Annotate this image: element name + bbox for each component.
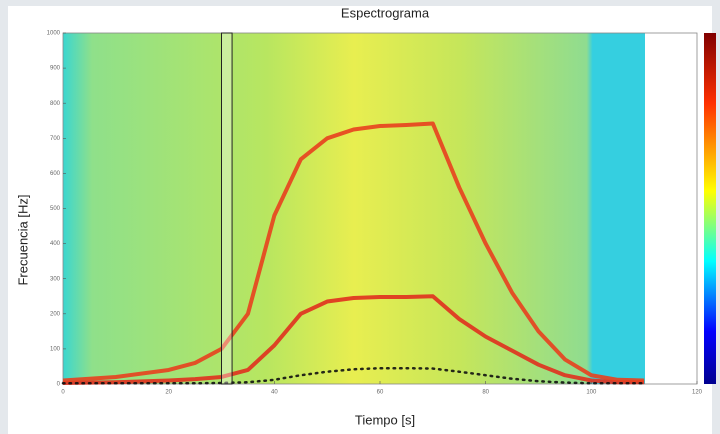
y-tick-label: 500 — [50, 206, 61, 212]
x-tick-label: 100 — [586, 390, 597, 396]
x-axis-label: Tiempo [s] — [355, 412, 415, 427]
spectrogram-image — [63, 33, 645, 384]
colorbar — [704, 33, 716, 384]
ridge-line — [62, 294, 645, 385]
y-tick-label: 900 — [50, 66, 61, 72]
highlight-window — [221, 32, 233, 385]
y-tick-label: 300 — [50, 276, 61, 282]
x-tick-label: 20 — [165, 390, 172, 396]
ridge-line — [62, 121, 645, 383]
x-tick-label: 60 — [377, 390, 384, 396]
y-tick-label: 200 — [50, 311, 61, 317]
y-tick-label: 0 — [57, 382, 61, 388]
chart-title: Espectrograma — [341, 5, 430, 20]
x-tick-label: 40 — [271, 390, 278, 396]
x-tick-label: 120 — [692, 390, 703, 396]
x-tick-label: 0 — [61, 390, 65, 396]
y-tick-label: 100 — [50, 346, 61, 352]
y-tick-label: 700 — [50, 136, 61, 142]
y-tick-label: 1000 — [47, 31, 61, 37]
ridge-line — [61, 366, 646, 385]
y-tick-label: 600 — [50, 171, 61, 177]
y-tick-label: 800 — [50, 101, 61, 107]
y-tick-label: 400 — [50, 241, 61, 247]
y-axis-label: Frecuencia [Hz] — [15, 194, 30, 285]
x-tick-label: 80 — [482, 390, 489, 396]
